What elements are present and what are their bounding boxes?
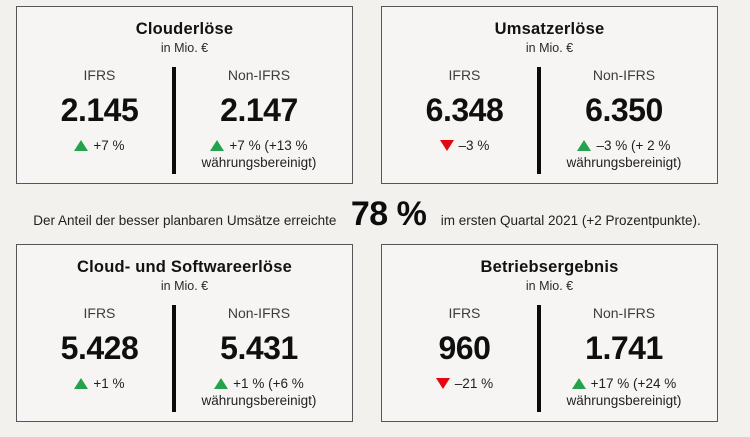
card-unit: in Mio. € bbox=[525, 41, 574, 55]
ifrs-label: IFRS bbox=[83, 67, 116, 83]
ifrs-change: –3 % bbox=[439, 137, 490, 155]
card-columns: IFRS 960 –21 % Non-IFRS 1.741 +17 % (+24… bbox=[392, 305, 707, 414]
non-ifrs-label: Non-IFRS bbox=[592, 305, 656, 321]
non-ifrs-change-text: –3 % (+ 2 % währungsbereinigt) bbox=[566, 137, 682, 171]
card-title: Cloud- und Softwareerlöse bbox=[77, 258, 292, 276]
card-title: Umsatzerlöse bbox=[494, 20, 605, 38]
ifrs-change: +7 % bbox=[74, 137, 125, 155]
trend-up-icon bbox=[74, 377, 89, 389]
ifrs-change-text: +7 % bbox=[93, 137, 125, 153]
trend-up-icon bbox=[210, 139, 225, 151]
non-ifrs-change-text: +17 % (+24 % währungsbereinigt) bbox=[566, 375, 682, 409]
ifrs-change-text: +1 % bbox=[93, 375, 125, 391]
card-columns: IFRS 5.428 +1 % Non-IFRS 5.431 +1 % (+6 … bbox=[27, 305, 342, 414]
non-ifrs-change: +17 % (+24 % währungsbereinigt) bbox=[541, 375, 707, 410]
non-ifrs-column: Non-IFRS 6.350 –3 % (+ 2 % währungsberei… bbox=[541, 67, 707, 176]
ifrs-label: IFRS bbox=[448, 67, 481, 83]
card-title: Clouderlöse bbox=[135, 20, 234, 38]
ifrs-label: IFRS bbox=[83, 305, 116, 321]
ifrs-change: –21 % bbox=[435, 375, 494, 393]
non-ifrs-change: +7 % (+13 % währungsbereinigt) bbox=[176, 137, 342, 172]
ifrs-label: IFRS bbox=[448, 305, 481, 321]
non-ifrs-column: Non-IFRS 5.431 +1 % (+6 % währungsberein… bbox=[176, 305, 342, 414]
card-betriebsergebnis: Betriebsergebnis in Mio. € IFRS 960 –21 … bbox=[381, 244, 718, 422]
ifrs-column: IFRS 5.428 +1 % bbox=[27, 305, 172, 414]
non-ifrs-change: +1 % (+6 % währungsbereinigt) bbox=[176, 375, 342, 410]
trend-up-icon bbox=[577, 139, 592, 151]
top-cards-row: Clouderlöse in Mio. € IFRS 2.145 +7 % No… bbox=[16, 6, 718, 184]
card-umsatzerloese: Umsatzerlöse in Mio. € IFRS 6.348 –3 % N… bbox=[381, 6, 718, 184]
card-unit: in Mio. € bbox=[525, 279, 574, 293]
ifrs-change-text: –21 % bbox=[454, 375, 494, 391]
trend-up-icon bbox=[571, 377, 586, 389]
ifrs-column: IFRS 960 –21 % bbox=[392, 305, 537, 414]
card-clouderloese: Clouderlöse in Mio. € IFRS 2.145 +7 % No… bbox=[16, 6, 353, 184]
trend-down-icon bbox=[439, 139, 454, 151]
non-ifrs-column: Non-IFRS 1.741 +17 % (+24 % währungsbere… bbox=[541, 305, 707, 414]
highlight-value: 78 % bbox=[350, 194, 427, 233]
highlight-suffix: im ersten Quartal 2021 (+2 Prozentpunkte… bbox=[440, 212, 701, 228]
ifrs-column: IFRS 2.145 +7 % bbox=[27, 67, 172, 176]
ifrs-change-text: –3 % bbox=[458, 137, 490, 153]
non-ifrs-value: 2.147 bbox=[220, 92, 298, 128]
card-columns: IFRS 2.145 +7 % Non-IFRS 2.147 +7 % (+13… bbox=[27, 67, 342, 176]
non-ifrs-value: 6.350 bbox=[585, 92, 663, 128]
card-columns: IFRS 6.348 –3 % Non-IFRS 6.350 –3 % (+ 2… bbox=[392, 67, 707, 176]
non-ifrs-label: Non-IFRS bbox=[592, 67, 656, 83]
non-ifrs-column: Non-IFRS 2.147 +7 % (+13 % währungsberei… bbox=[176, 67, 342, 176]
trend-up-icon bbox=[214, 377, 229, 389]
ifrs-column: IFRS 6.348 –3 % bbox=[392, 67, 537, 176]
non-ifrs-value: 5.431 bbox=[220, 330, 298, 366]
non-ifrs-label: Non-IFRS bbox=[227, 305, 291, 321]
card-title: Betriebsergebnis bbox=[480, 258, 619, 276]
trend-down-icon bbox=[435, 377, 450, 389]
column-divider bbox=[171, 67, 176, 174]
non-ifrs-change-text: +1 % (+6 % währungsbereinigt) bbox=[201, 375, 317, 409]
ifrs-value: 2.145 bbox=[60, 92, 139, 128]
non-ifrs-change: –3 % (+ 2 % währungsbereinigt) bbox=[541, 137, 707, 172]
ifrs-value: 6.348 bbox=[425, 92, 504, 128]
ifrs-value: 960 bbox=[438, 330, 491, 366]
trend-up-icon bbox=[74, 139, 89, 151]
highlight-sentence: Der Anteil der besser planbaren Umsätze … bbox=[16, 184, 718, 244]
column-divider bbox=[536, 67, 541, 174]
card-unit: in Mio. € bbox=[160, 41, 209, 55]
non-ifrs-label: Non-IFRS bbox=[227, 67, 291, 83]
card-unit: in Mio. € bbox=[160, 279, 209, 293]
non-ifrs-value: 1.741 bbox=[585, 330, 663, 366]
non-ifrs-change-text: +7 % (+13 % währungsbereinigt) bbox=[201, 137, 317, 171]
ifrs-value: 5.428 bbox=[60, 330, 139, 366]
bottom-cards-row: Cloud- und Softwareerlöse in Mio. € IFRS… bbox=[16, 244, 718, 422]
ifrs-change: +1 % bbox=[74, 375, 125, 393]
highlight-prefix: Der Anteil der besser planbaren Umsätze … bbox=[33, 212, 337, 228]
column-divider bbox=[536, 305, 541, 412]
column-divider bbox=[171, 305, 176, 412]
card-cloud-und-softwareerloese: Cloud- und Softwareerlöse in Mio. € IFRS… bbox=[16, 244, 353, 422]
